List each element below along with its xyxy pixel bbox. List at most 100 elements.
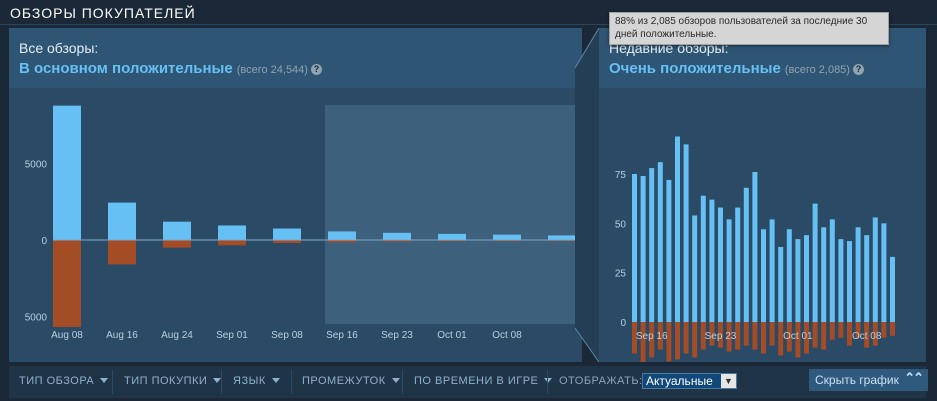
y-tick-label: 5000 bbox=[25, 312, 48, 323]
negative-bar bbox=[855, 322, 861, 338]
positive-bar bbox=[812, 203, 818, 322]
recent-reviews-chart: 75 50 25 0 Sep 16 Sep 23 Oct 01 Oct 08 bbox=[615, 136, 895, 362]
x-tick-label: Sep 23 bbox=[381, 330, 413, 341]
all-reviews-summary: В основном положительные (всего 24,544)? bbox=[19, 60, 322, 77]
positive-bar bbox=[804, 235, 809, 322]
x-tick-label: Sep 16 bbox=[326, 330, 358, 341]
positive-bar bbox=[273, 228, 301, 240]
filter-label: ПРОМЕЖУТОК bbox=[302, 375, 386, 387]
negative-bar bbox=[493, 240, 521, 242]
positive-bar bbox=[53, 105, 81, 241]
positive-bar bbox=[761, 229, 766, 322]
recent-reviews-panel: Недавние обзоры: Очень положительные (все… bbox=[599, 28, 926, 362]
recent-reviews-total: (всего 2,085) bbox=[784, 64, 850, 76]
positive-bar bbox=[683, 144, 689, 322]
help-icon[interactable]: ? bbox=[310, 64, 322, 75]
negative-bar bbox=[692, 322, 698, 358]
caret-down-icon bbox=[544, 378, 553, 383]
negative-bar bbox=[218, 240, 246, 246]
negative-bar bbox=[657, 322, 663, 350]
positive-bar bbox=[657, 162, 663, 322]
negative-bar bbox=[438, 240, 466, 242]
reviews-tooltip: 88% из 2,085 обзоров пользователей за по… bbox=[609, 12, 889, 45]
negative-bar bbox=[649, 322, 655, 358]
review-filter-bar: ТИП ОБЗОРА ТИП ПОКУПКИ ЯЗЫК ПРОМЕЖУТОК П… bbox=[9, 366, 928, 398]
x-tick-label: Sep 23 bbox=[705, 331, 737, 342]
negative-bar bbox=[761, 322, 766, 354]
positive-bar bbox=[769, 219, 775, 322]
filter-language[interactable]: ЯЗЫК bbox=[233, 375, 280, 387]
x-tick-label: Oct 01 bbox=[783, 331, 813, 342]
negative-bar bbox=[709, 322, 715, 346]
positive-bar bbox=[726, 219, 732, 322]
filter-purchase-type[interactable]: ТИП ПОКУПКИ bbox=[124, 375, 222, 387]
x-tick-label: Oct 08 bbox=[852, 331, 882, 342]
divider bbox=[402, 370, 403, 394]
display-select-value: Актуальные bbox=[646, 374, 713, 388]
hide-chart-button[interactable]: Скрыть график ⌃⌃ bbox=[809, 369, 928, 391]
recent-reviews-rating[interactable]: Очень положительные bbox=[609, 60, 781, 77]
negative-bar bbox=[328, 240, 356, 243]
filter-label: ПО ВРЕМЕНИ В ИГРЕ bbox=[414, 375, 539, 387]
negative-bar bbox=[804, 322, 809, 354]
display-select[interactable]: Актуальные ▼ bbox=[642, 373, 737, 389]
x-tick-label: Oct 01 bbox=[437, 330, 467, 341]
positive-bar bbox=[838, 239, 844, 322]
title-divider bbox=[0, 24, 937, 25]
positive-bar bbox=[821, 227, 827, 322]
x-tick-label: Aug 08 bbox=[51, 330, 83, 341]
all-reviews-rating[interactable]: В основном положительные bbox=[19, 60, 233, 77]
positive-bar bbox=[649, 168, 655, 322]
positive-bar bbox=[383, 232, 411, 240]
negative-bar bbox=[838, 322, 844, 338]
negative-bar bbox=[108, 240, 136, 265]
negative-bar bbox=[383, 240, 411, 242]
divider bbox=[112, 370, 113, 394]
x-tick-label: Sep 08 bbox=[271, 330, 303, 341]
negative-bar bbox=[666, 322, 672, 362]
negative-bar bbox=[752, 322, 758, 350]
filter-label: ТИП ОБЗОРА bbox=[19, 375, 95, 387]
positive-bar bbox=[438, 233, 466, 240]
caret-down-icon bbox=[391, 378, 400, 383]
negative-bar bbox=[683, 322, 689, 354]
positive-bar bbox=[864, 235, 870, 322]
positive-bar bbox=[108, 202, 136, 240]
x-tick-label: Sep 01 bbox=[216, 330, 248, 341]
negative-bar bbox=[829, 322, 835, 340]
filter-review-type[interactable]: ТИП ОБЗОРА bbox=[19, 375, 109, 387]
help-icon[interactable]: ? bbox=[852, 64, 864, 75]
selected-range-highlight bbox=[325, 105, 582, 324]
filter-label: ЯЗЫК bbox=[233, 375, 266, 387]
positive-bar bbox=[692, 215, 698, 322]
negative-bar bbox=[812, 322, 818, 348]
chevron-down-icon: ▼ bbox=[721, 374, 736, 388]
all-reviews-total: (всего 24,544) bbox=[236, 64, 308, 76]
all-reviews-header: Все обзоры: В основном положительные (все… bbox=[9, 28, 582, 88]
y-tick-label: 25 bbox=[615, 269, 627, 280]
hide-chart-label: Скрыть график bbox=[815, 373, 899, 387]
filter-playtime[interactable]: ПО ВРЕМЕНИ В ИГРЕ bbox=[414, 375, 553, 387]
negative-bar bbox=[864, 322, 870, 348]
negative-bar bbox=[726, 322, 732, 352]
caret-down-icon bbox=[213, 378, 222, 383]
all-reviews-panel: Все обзоры: В основном положительные (все… bbox=[9, 28, 582, 362]
positive-bar bbox=[328, 231, 356, 240]
negative-bar bbox=[163, 240, 191, 248]
filter-date-range[interactable]: ПРОМЕЖУТОК bbox=[302, 375, 400, 387]
section-title: ОБЗОРЫ ПОКУПАТЕЛЕЙ bbox=[10, 5, 196, 21]
negative-bar bbox=[769, 322, 775, 346]
double-chevron-up-icon: ⌃⌃ bbox=[904, 370, 924, 385]
positive-bar bbox=[786, 229, 792, 322]
negative-bar bbox=[778, 322, 784, 356]
negative-bar bbox=[847, 322, 852, 346]
y-tick-label: 0 bbox=[41, 236, 47, 247]
x-tick-label: Aug 24 bbox=[161, 330, 193, 341]
negative-bar bbox=[881, 322, 887, 338]
negative-bar bbox=[872, 322, 878, 346]
recent-reviews-header: Недавние обзоры: Очень положительные (все… bbox=[599, 28, 926, 88]
negative-bar bbox=[735, 322, 741, 350]
positive-bar bbox=[829, 219, 835, 322]
positive-bar bbox=[675, 136, 680, 322]
